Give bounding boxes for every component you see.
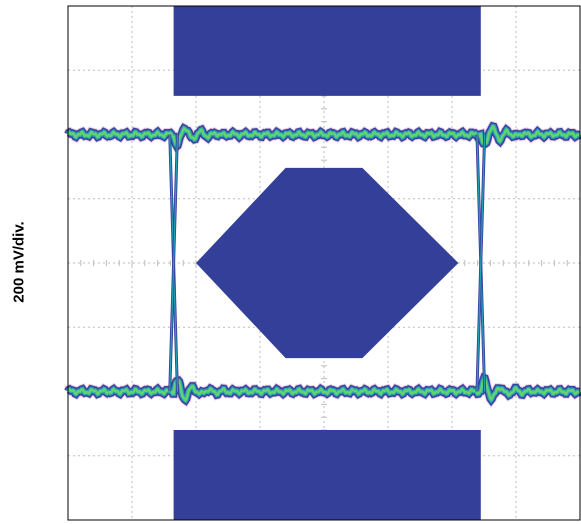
trace-band-core-high (66, 124, 581, 149)
trace-transition-core (476, 134, 486, 392)
plot-frame (67, 5, 581, 521)
mask (173, 6, 481, 520)
traces (63, 120, 581, 408)
trace-band-core-low (66, 376, 581, 402)
mask-center-hexagon (196, 167, 459, 359)
mask-top-region (173, 6, 481, 96)
trace-transition-core (169, 134, 179, 392)
mask-bottom-region (173, 430, 481, 520)
